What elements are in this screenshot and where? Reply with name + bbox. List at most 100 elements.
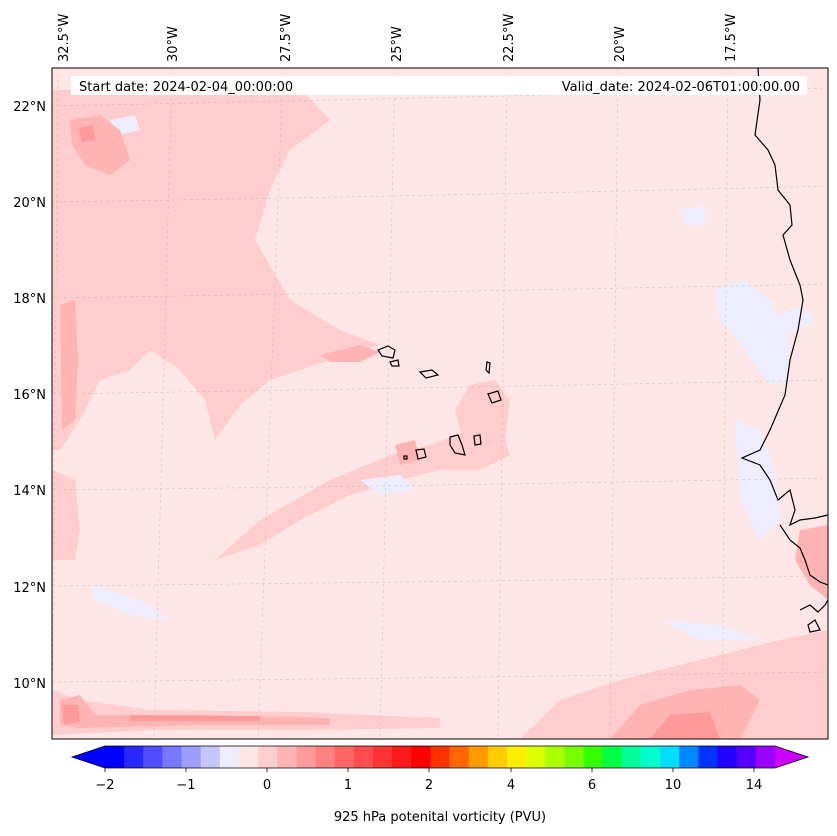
colorbar: −2 −1 0 1 2 4 6 10 14 925 hPa potenital … [70,745,810,825]
pv-contour-west-strip [52,470,80,560]
pv-contour-neg-7 [660,620,760,640]
lon-label: 32.5°W [57,14,72,62]
cape-verde-sao-nicolau [418,369,440,379]
cape-verde-sal [485,361,491,375]
colorbar-swatch [602,746,623,768]
pv-contour-neg-2 [770,305,815,335]
colorbar-swatch [258,746,278,768]
pv-contour-neg-3 [735,420,780,540]
colorbar-swatch [239,746,259,768]
pv-contour-l3-south [62,705,260,724]
colorbar-swatch [564,746,585,768]
gridlines [52,68,828,739]
colorbar-swatch [698,746,719,768]
lon-label: 27.5°W [279,14,294,62]
valid-date-label: Valid_date: 2024-02-06T01:00:00.00 [562,80,800,95]
colorbar-swatch [679,746,699,768]
lat-label: 10°N [13,677,46,692]
pv-contour-l2-south [60,695,330,728]
colorbar-swatch [449,746,470,768]
colorbar-ticks [104,768,755,772]
lon-label: 30°W [166,26,181,62]
colorbar-swatch [392,746,412,768]
colorbar-swatch [277,746,297,768]
colorbar-swatch [181,746,202,768]
lat-label: 14°N [13,484,46,499]
colorbar-swatch [545,746,565,768]
colorbar-swatch [717,746,738,768]
colorbar-swatch [353,746,374,768]
cape-verde-maio [473,434,482,446]
colorbar-swatch [430,746,451,768]
pv-contour-islands [455,380,510,460]
colorbar-swatch [411,746,431,768]
colorbar-swatch [583,746,604,768]
colorbar-swatch [200,746,221,768]
pv-contour-l3-nw [78,125,96,142]
info-bar [71,76,807,95]
colorbar-swatch [315,746,336,768]
colorbar-swatch [162,746,183,768]
pv-contour-neg-6 [360,475,415,495]
colorbar-tick-label: 6 [588,778,596,793]
lat-label: 16°N [13,388,46,403]
pv-field [52,88,828,739]
pv-contour-mid-band [215,425,510,560]
coastlines [377,68,828,633]
lat-label: 20°N [13,196,46,211]
colorbar-swatch [373,746,393,768]
africa-coast [740,68,828,527]
cape-verde-fogo [415,448,427,460]
map-panel [51,67,829,740]
cape-verde-boa-vista [487,390,502,404]
map-frame [51,67,829,740]
bissau-coast [799,599,828,633]
lat-labels: 22°N 20°N 18°N 16°N 14°N 12°N 10°N [13,100,46,692]
pv-contour-l2-west [60,300,78,430]
pv-contour-neg-4 [680,205,705,225]
cape-verde-sao-vicente [389,359,400,367]
lon-label: 22.5°W [502,14,517,62]
pv-contour-l2-band [320,345,380,362]
colorbar-tick-label: 1 [344,778,352,793]
lon-label: 17.5°W [724,14,739,62]
colorbar-swatches [105,746,776,768]
colorbar-extend-low [72,746,105,768]
lon-label: 25°W [390,26,405,62]
colorbar-swatch [143,746,163,768]
colorbar-tick-labels: −2 −1 0 1 2 4 6 10 14 [95,778,762,793]
colorbar-tick-label: 4 [507,778,515,793]
start-date-label: Start date: 2024-02-04_00:00:00 [79,80,293,95]
colorbar-swatch [105,746,125,768]
colorbar-swatch [334,746,355,768]
cape-verde-santo-antao [377,345,396,359]
cape-verde-brava [403,455,408,460]
colorbar-swatch [621,746,642,768]
colorbar-swatch [468,746,489,768]
colorbar-swatch [736,746,757,768]
lon-label: 20°W [613,26,628,62]
colorbar-swatch [755,746,776,768]
pv-contour-l3-se [650,712,720,739]
colorbar-tick-label: −1 [176,778,195,793]
lat-label: 12°N [13,581,46,596]
colorbar-swatch [296,746,317,768]
lat-label: 18°N [13,292,46,307]
pv-contour-nw-plume [52,88,380,450]
colorbar-tick-label: 2 [425,778,433,793]
colorbar-label: 925 hPa potenital vorticity (PVU) [334,810,546,825]
colorbar-swatch [487,746,508,768]
pv-contour-l2-isle [395,440,420,465]
colorbar-swatch [660,746,680,768]
colorbar-swatch [507,746,527,768]
colorbar-tick-label: 10 [665,778,682,793]
cape-verde-santiago [449,434,466,456]
colorbar-tick-label: 14 [746,778,763,793]
colorbar-extend-high [775,746,808,768]
colorbar-tick-label: −2 [95,778,114,793]
senegal-coast [779,524,828,586]
colorbar-tick-label: 0 [263,778,271,793]
lon-labels: 32.5°W 30°W 27.5°W 25°W 22.5°W 20°W 17.5… [57,14,739,62]
colorbar-swatch [124,746,144,768]
